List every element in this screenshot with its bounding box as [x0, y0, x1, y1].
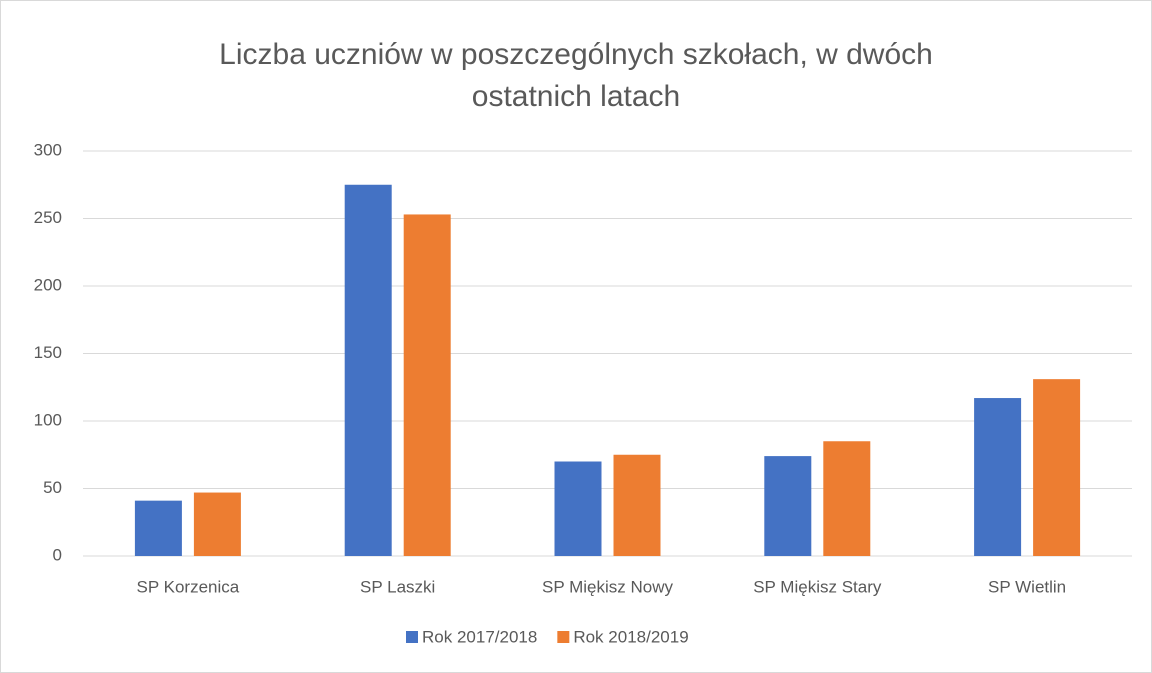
legend-label: Rok 2017/2018: [422, 627, 537, 646]
x-tick-label: SP Korzenica: [137, 577, 240, 596]
bar: [764, 456, 812, 556]
bar: [1033, 379, 1081, 556]
y-tick-label: 200: [34, 275, 62, 294]
y-tick-label: 50: [43, 478, 62, 497]
bar: [134, 500, 182, 556]
bar: [403, 214, 451, 556]
y-tick-label: 0: [53, 545, 62, 564]
x-tick-label: SP Miękisz Nowy: [542, 577, 673, 596]
bar: [554, 461, 602, 556]
y-tick-label: 250: [34, 208, 62, 227]
chart-title: Liczba uczniów w poszczególnych szkołach…: [219, 38, 933, 113]
y-tick-label: 100: [34, 410, 62, 429]
legend-swatch: [557, 631, 570, 643]
bar: [823, 441, 871, 556]
bar: [613, 454, 661, 556]
x-tick-label: SP Wietlin: [988, 577, 1066, 596]
bar: [344, 184, 392, 556]
y-tick-label: 300: [34, 140, 62, 159]
x-tick-label: SP Miękisz Stary: [753, 577, 882, 596]
y-tick-label: 150: [34, 343, 62, 362]
legend-label: Rok 2018/2019: [573, 627, 688, 646]
bar: [974, 398, 1022, 556]
legend-swatch: [406, 631, 418, 643]
x-tick-label: SP Laszki: [360, 577, 435, 596]
bar: [193, 492, 241, 556]
